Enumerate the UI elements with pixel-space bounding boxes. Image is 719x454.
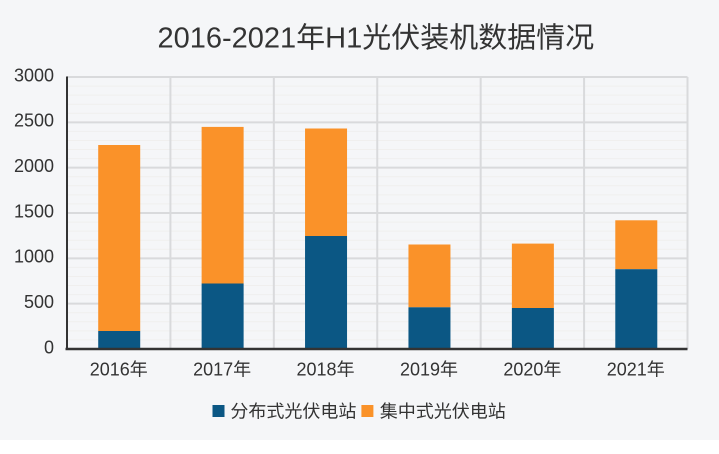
svg-text:2019: 2019 [400,360,440,380]
svg-text:500: 500 [24,292,54,312]
svg-text:2016: 2016 [90,360,130,380]
svg-text:2021: 2021 [607,360,647,380]
svg-text:H1: H1 [325,23,362,55]
svg-text:2017: 2017 [193,360,233,380]
svg-text:2000: 2000 [14,156,54,176]
svg-text:3000: 3000 [14,65,54,85]
svg-text:2020: 2020 [503,360,543,380]
svg-text:1000: 1000 [14,247,54,267]
svg-text:2016-2021: 2016-2021 [158,23,297,55]
svg-text:0: 0 [44,337,54,357]
svg-text:2018: 2018 [297,360,337,380]
svg-text:2500: 2500 [14,111,54,131]
svg-text:1500: 1500 [14,201,54,221]
